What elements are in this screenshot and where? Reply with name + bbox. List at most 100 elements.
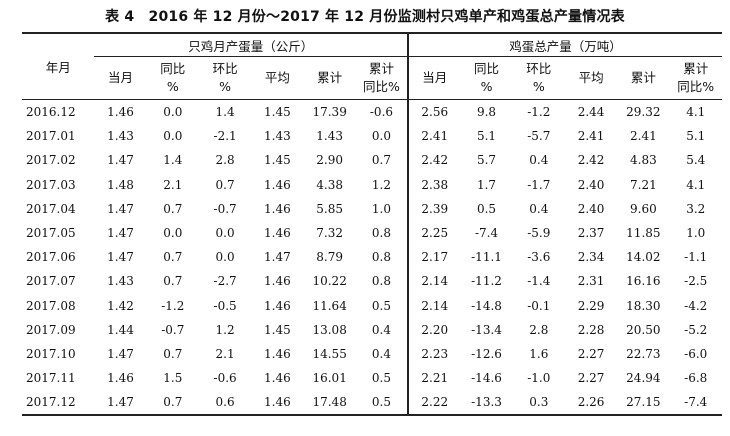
cell-value: 1.45 xyxy=(264,322,291,337)
cell-value: 0.0 xyxy=(371,129,391,144)
cell-value: 1.47 xyxy=(264,250,291,265)
cell-value: 2.27 xyxy=(577,371,605,386)
cell-value: -2.7 xyxy=(213,274,237,289)
cell-value: 1.45 xyxy=(264,153,291,168)
cell-value: 0.5 xyxy=(371,371,391,386)
cell-month: 2017.08 xyxy=(26,298,76,313)
cell-value: 0.0 xyxy=(163,105,183,120)
cell-value: 0.8 xyxy=(371,226,391,241)
cell-value: 14.55 xyxy=(312,346,347,361)
cell-value: 1.46 xyxy=(264,346,291,361)
cell-value: 2.17 xyxy=(407,245,461,270)
cell-value: 2.39 xyxy=(407,196,461,221)
cell-month: 2017.06 xyxy=(26,250,76,265)
cell-value: 24.94 xyxy=(626,371,661,386)
cell-month: 2016.12 xyxy=(26,105,76,120)
header-yoy-2-line2: % xyxy=(480,79,493,94)
cell-value: 1.47 xyxy=(107,226,134,241)
header-group-per-hen: 只鸡月产蛋量（公斤） xyxy=(94,32,409,57)
table-row: 2017.11 1.46 1.5 -0.6 1.46 16.01 0.5 2.21 -14.6 -… xyxy=(22,366,722,391)
cell-value: 5.7 xyxy=(476,153,497,168)
cell-value: 1.0 xyxy=(371,201,391,216)
header-cum-2: 累计 xyxy=(617,56,670,100)
cell-value: -0.6 xyxy=(369,105,394,120)
header-mom-1: 环比% xyxy=(198,56,252,100)
cell-value: 2.42 xyxy=(407,148,461,173)
cell-value: 5.1 xyxy=(686,129,706,144)
header-cumyoy-2-line2: 同比% xyxy=(677,79,715,94)
header-cumyoy-2-line1: 累计 xyxy=(683,61,709,76)
cell-month: 2017.05 xyxy=(26,226,76,241)
cell-value: -14.6 xyxy=(471,371,502,386)
cell-value: 2.41 xyxy=(577,129,605,144)
header-current-1: 当月 xyxy=(94,56,147,100)
cell-value: 1.6 xyxy=(529,346,549,361)
header-current-2: 当月 xyxy=(407,56,461,100)
cell-value: 1.46 xyxy=(264,177,291,192)
cell-value: 1.46 xyxy=(251,390,304,417)
cell-value: 1.4 xyxy=(215,105,235,120)
cell-value: 20.50 xyxy=(626,322,661,337)
cell-month: 2017.01 xyxy=(26,129,76,144)
header-avg-2: 平均 xyxy=(564,56,618,100)
cell-value: 9.60 xyxy=(630,201,657,216)
cell-value: 1.43 xyxy=(107,129,134,144)
cell-value: 8.79 xyxy=(316,250,344,265)
cell-value: 2.42 xyxy=(577,153,605,168)
cell-value: 0.5 xyxy=(355,390,409,417)
cell-value: 2.56 xyxy=(407,99,461,125)
cell-value: 0.7 xyxy=(163,250,183,265)
cell-value: 0.0 xyxy=(215,250,235,265)
cell-value: 2.90 xyxy=(316,153,344,168)
cell-value: 16.16 xyxy=(626,274,661,289)
cell-value: 0.7 xyxy=(146,390,199,417)
cell-value: 17.48 xyxy=(303,390,356,417)
cell-value: 4.1 xyxy=(686,177,706,192)
cell-value: 0.8 xyxy=(371,274,391,289)
table-row: 2017.10 1.47 0.7 2.1 1.46 14.55 0.4 2.23 -12.6 1.… xyxy=(22,341,722,367)
cell-value: 16.01 xyxy=(312,371,347,386)
cell-value: 14.02 xyxy=(626,250,661,265)
cell-value: 1.46 xyxy=(107,105,134,120)
table-row: 2017.04 1.47 0.7 -0.7 1.46 5.85 1.0 2.39 0.5 0.4 2… xyxy=(22,196,722,221)
header-mom-2-line2: % xyxy=(532,79,545,94)
table-row: 2017.12 1.47 0.7 0.6 1.46 17.48 0.5 2.22 -13.3 0.… xyxy=(22,390,722,417)
cell-value: 4.38 xyxy=(316,177,344,192)
cell-value: 1.2 xyxy=(215,322,235,337)
cell-value: -14.8 xyxy=(471,298,502,313)
cell-value: 0.4 xyxy=(529,201,549,216)
table-body: 2016.12 1.46 0.0 1.4 1.45 17.39 -0.6 2.56 9.8 -1.… xyxy=(22,99,722,417)
cell-value: 0.5 xyxy=(476,201,497,216)
cell-value: 2.29 xyxy=(577,298,605,313)
cell-value: 2.41 xyxy=(630,129,657,144)
header-cumyoy-1-line1: 累计 xyxy=(368,61,394,76)
cell-value: 2.26 xyxy=(564,390,618,417)
cell-value: 2.40 xyxy=(577,177,605,192)
cell-value: 1.43 xyxy=(107,274,134,289)
cell-value: -3.6 xyxy=(527,250,551,265)
cell-value: 2.31 xyxy=(577,274,605,289)
cell-month: 2017.07 xyxy=(26,274,76,289)
cell-value: -1.2 xyxy=(161,298,185,313)
cell-value: 5.1 xyxy=(476,129,497,144)
cell-value: -6.0 xyxy=(684,346,708,361)
cell-value: 2.41 xyxy=(407,124,461,149)
cell-value: 13.08 xyxy=(312,322,347,337)
cell-value: -4.2 xyxy=(684,298,708,313)
cell-value: -5.2 xyxy=(684,322,708,337)
cell-month: 2017.03 xyxy=(26,177,76,192)
cell-value: -1.0 xyxy=(527,371,551,386)
cell-value: 1.7 xyxy=(476,177,497,192)
cell-value: 22.73 xyxy=(626,346,661,361)
data-table: 年月 只鸡月产蛋量（公斤） 鸡蛋总产量（万吨） 当月 同比% 环比% 平均 累计… xyxy=(22,32,722,417)
cell-value: -1.7 xyxy=(527,177,551,192)
table-row: 2017.03 1.48 2.1 0.7 1.46 4.38 1.2 2.38 1.7 -1.7 2… xyxy=(22,172,722,197)
cell-value: 1.47 xyxy=(107,250,134,265)
cell-value: 1.2 xyxy=(371,177,391,192)
cell-value: -6.8 xyxy=(684,371,708,386)
cell-value: -0.1 xyxy=(527,298,551,313)
cell-value: 2.8 xyxy=(529,322,549,337)
cell-month: 2017.09 xyxy=(26,322,76,337)
cell-value: 2.28 xyxy=(577,322,605,337)
cell-value: 1.0 xyxy=(686,226,706,241)
